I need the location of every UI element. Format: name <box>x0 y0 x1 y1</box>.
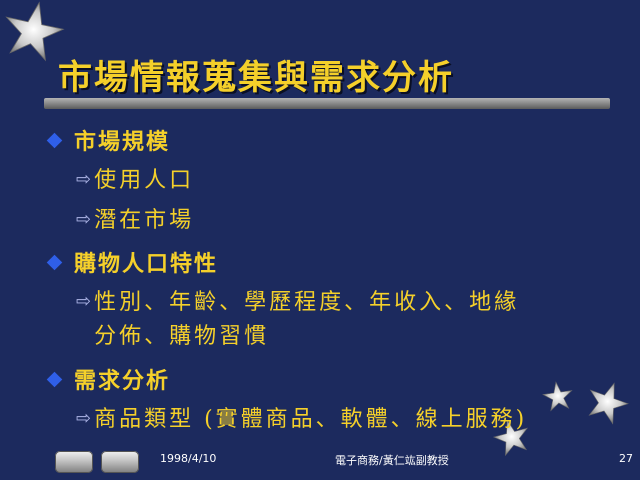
next-slide-button[interactable] <box>101 451 139 473</box>
bullet-market-size: 市場規模 <box>46 125 170 155</box>
footer-author: 電子商務/黃仁竑副教授 <box>335 454 449 467</box>
subitem-users: ⇨ 使用人口 <box>76 164 194 198</box>
subitem-product-types: ⇨ 商品類型 (實體商品、軟體、線上服務) <box>76 403 527 437</box>
arrow-right-icon: ⇨ <box>76 209 92 230</box>
subitem-demographics: ⇨ 性別、年齡、學歷程度、年收入、地緣 分佈、購物習慣 <box>76 286 519 354</box>
star-icon <box>5 1 65 62</box>
subitem-label: 潛在市場 <box>94 208 195 233</box>
previous-slide-button[interactable] <box>55 451 93 473</box>
star-icon <box>588 382 629 425</box>
arrow-right-icon: ⇨ <box>76 291 92 312</box>
subitem-potential-market: ⇨ 潛在市場 <box>76 204 194 238</box>
title-underline-bar <box>44 98 610 109</box>
subitem-label: 使用人口 <box>94 168 195 193</box>
bullet-label: 市場規模 <box>74 129 171 155</box>
bullet-label: 購物人口特性 <box>74 251 219 277</box>
arrow-right-icon: ⇨ <box>76 408 92 429</box>
footer-page-number: 27 <box>619 452 633 465</box>
footer-date: 1998/4/10 <box>160 452 217 465</box>
slide-title: 市場情報蒐集與需求分析 <box>58 58 454 98</box>
bullet-demand-analysis: 需求分析 <box>46 364 170 394</box>
bullet-label: 需求分析 <box>74 368 171 394</box>
diamond-bullet-icon <box>46 371 63 387</box>
diamond-bullet-icon <box>46 254 63 270</box>
star-icon <box>492 419 529 457</box>
bullet-shopper-traits: 購物人口特性 <box>46 247 218 277</box>
subitem-label: 商品類型 (實體商品、軟體、線上服務) <box>94 407 528 432</box>
arrow-right-icon: ⇨ <box>76 169 92 190</box>
subitem-label: 性別、年齡、學歷程度、年收入、地緣 分佈、購物習慣 <box>94 290 520 349</box>
diamond-bullet-icon <box>46 132 63 148</box>
star-icon <box>542 381 573 412</box>
